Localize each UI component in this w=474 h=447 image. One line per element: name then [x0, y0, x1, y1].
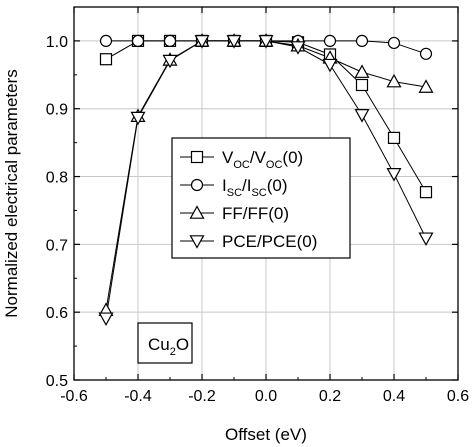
y-tick-label: 0.5: [46, 373, 68, 390]
data-point: [354, 64, 370, 78]
legend-marker: [189, 205, 205, 219]
x-tick-label: -0.4: [124, 388, 152, 405]
data-point: [386, 168, 402, 182]
data-point: [323, 34, 337, 48]
data-point: [418, 79, 434, 93]
legend-marker: [189, 235, 205, 249]
data-point: [99, 53, 113, 66]
data-point: [98, 312, 114, 327]
data-point: [226, 35, 242, 49]
y-tick-label: 0.6: [46, 305, 68, 322]
ticks: -0.6 -0.4 -0.2 0.0 0.2 0.4 0.6 0.5 0.6 0.7 0.8 0.9 1…: [46, 7, 469, 405]
data-point: [131, 34, 145, 48]
x-tick-label: 0.2: [319, 388, 341, 405]
series-markers-triangle-down: [98, 35, 434, 327]
data-point: [355, 78, 369, 92]
data-point: [419, 47, 433, 60]
data-point: [386, 73, 402, 88]
x-tick-label: 0.6: [447, 388, 469, 405]
data-point: [163, 34, 177, 48]
data-point: [322, 58, 338, 73]
data-point: [418, 232, 434, 246]
y-tick-label: 0.8: [46, 170, 68, 187]
x-tick-label: 0.0: [255, 388, 277, 405]
legend-marker: [190, 178, 204, 192]
material-label: Cu2O: [148, 335, 189, 358]
data-point: [130, 111, 146, 126]
data-point: [194, 35, 210, 49]
legend-label: ISC/ISC(0): [222, 176, 288, 199]
y-tick-label: 1.0: [46, 34, 68, 51]
data-point: [387, 131, 401, 144]
material-annotation-box: [137, 322, 193, 364]
data-point: [290, 41, 306, 55]
y-tick-label: 0.7: [46, 237, 68, 254]
data-point: [355, 34, 369, 48]
data-point: [419, 186, 433, 199]
x-tick-label: -0.6: [60, 388, 88, 405]
legend: VOC/VOC(0) ISC/ISC(0) FF/FF(0) PCE/PCE(0): [171, 137, 351, 259]
x-tick-label: 0.4: [383, 388, 405, 405]
y-tick-label: 0.9: [46, 102, 68, 119]
legend-marker: [190, 150, 204, 164]
x-axis-title: Offset (eV): [225, 425, 307, 444]
y-axis-title: Normalized electrical parameters: [2, 69, 21, 317]
data-point: [99, 34, 113, 48]
data-point: [258, 35, 274, 49]
legend-label: PCE/PCE(0): [222, 232, 317, 251]
x-tick-label: -0.2: [188, 388, 216, 405]
data-point: [354, 109, 370, 123]
material-annotation: Cu2O: [137, 322, 193, 364]
legend-label: FF/FF(0): [222, 204, 289, 223]
legend-label: VOC/VOC(0): [222, 148, 303, 171]
data-point: [162, 54, 178, 69]
series-layer: [98, 33, 434, 327]
data-point: [387, 36, 401, 50]
